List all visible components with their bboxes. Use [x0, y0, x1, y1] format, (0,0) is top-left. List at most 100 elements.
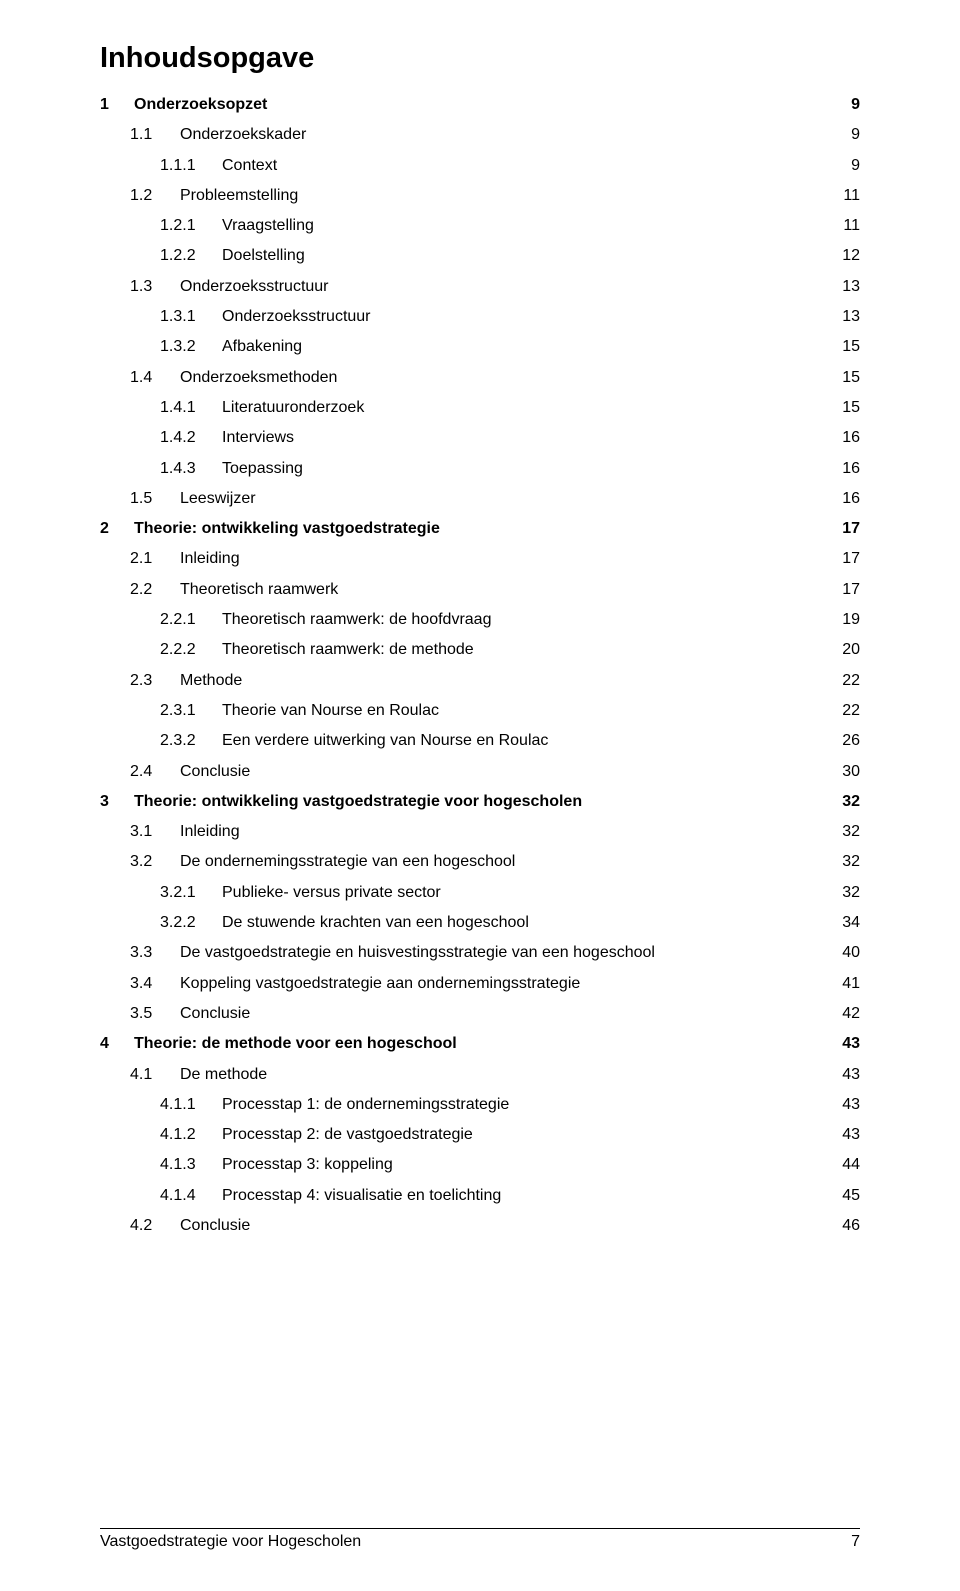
toc-entry[interactable]: 4.1.4Processtap 4: visualisatie en toeli… [160, 1184, 860, 1209]
page-title: Inhoudsopgave [100, 42, 860, 75]
toc-entry-title: Methode [180, 669, 242, 694]
toc-entry[interactable]: 3.5Conclusie42 [130, 1002, 860, 1027]
toc-entry-page: 32 [842, 820, 860, 845]
toc-entry-title: Toepassing [222, 457, 303, 482]
toc-entry[interactable]: 3.2De ondernemingsstrategie van een hoge… [130, 850, 860, 875]
toc-entry[interactable]: 2.3.2Een verdere uitwerking van Nourse e… [160, 729, 860, 754]
toc-entry-number: 4.1.4 [160, 1184, 222, 1209]
toc-entry-number: 1.4 [130, 366, 180, 391]
footer-rule [100, 1528, 860, 1529]
toc-entry-number: 4.1.1 [160, 1093, 222, 1118]
toc-entry[interactable]: 1.4.1Literatuuronderzoek15 [160, 396, 860, 421]
toc-entry[interactable]: 3.2.1Publieke- versus private sector32 [160, 881, 860, 906]
toc-entry[interactable]: 2.2.2Theoretisch raamwerk: de methode20 [160, 638, 860, 663]
toc-entry[interactable]: 2.2.1Theoretisch raamwerk: de hoofdvraag… [160, 608, 860, 633]
toc-entry-title: Onderzoeksmethoden [180, 366, 337, 391]
toc-entry-number: 3.4 [130, 972, 180, 997]
toc-entry[interactable]: 1.3.2Afbakening15 [160, 335, 860, 360]
toc-entry[interactable]: 2.4Conclusie30 [130, 760, 860, 785]
toc-entry-page: 22 [842, 699, 860, 724]
toc-entry[interactable]: 3.4Koppeling vastgoedstrategie aan onder… [130, 972, 860, 997]
toc-entry-page: 9 [851, 93, 860, 118]
page-footer: Vastgoedstrategie voor Hogescholen 7 [100, 1528, 860, 1551]
footer-left-text: Vastgoedstrategie voor Hogescholen [100, 1533, 361, 1551]
toc-entry-page: 26 [842, 729, 860, 754]
toc-entry[interactable]: 4.2Conclusie46 [130, 1214, 860, 1239]
toc-entry-title: Theorie: de methode voor een hogeschool [134, 1032, 457, 1057]
toc-entry[interactable]: 1.4.3Toepassing16 [160, 457, 860, 482]
toc-entry-title: Conclusie [180, 760, 250, 785]
toc-entry-number: 1.4.2 [160, 426, 222, 451]
toc-entry-number: 4.1.2 [160, 1123, 222, 1148]
toc-entry[interactable]: 3.3De vastgoedstrategie en huisvestingss… [130, 941, 860, 966]
toc-entry[interactable]: 1.4.2Interviews16 [160, 426, 860, 451]
toc-entry-title: Theoretisch raamwerk: de hoofdvraag [222, 608, 491, 633]
toc-entry-page: 11 [843, 214, 860, 239]
toc-entry-number: 3.5 [130, 1002, 180, 1027]
toc-entry-title: Processtap 3: koppeling [222, 1153, 393, 1178]
toc-entry[interactable]: 3.2.2De stuwende krachten van een hogesc… [160, 911, 860, 936]
toc-entry-number: 2.3 [130, 669, 180, 694]
table-of-contents: 1Onderzoeksopzet91.1Onderzoekskader91.1.… [100, 93, 860, 1239]
toc-entry-page: 9 [851, 123, 860, 148]
toc-entry[interactable]: 4.1.3Processtap 3: koppeling44 [160, 1153, 860, 1178]
toc-entry[interactable]: 4.1De methode43 [130, 1063, 860, 1088]
footer-page-number: 7 [851, 1533, 860, 1551]
toc-entry[interactable]: 3Theorie: ontwikkeling vastgoedstrategie… [100, 790, 860, 815]
toc-entry-title: Onderzoeksstructuur [180, 275, 329, 300]
toc-entry-title: Publieke- versus private sector [222, 881, 441, 906]
toc-entry[interactable]: 1.1Onderzoekskader9 [130, 123, 860, 148]
toc-entry[interactable]: 1.3.1Onderzoeksstructuur13 [160, 305, 860, 330]
toc-entry[interactable]: 4.1.1Processtap 1: de ondernemingsstrate… [160, 1093, 860, 1118]
toc-entry-title: Processtap 1: de ondernemingsstrategie [222, 1093, 509, 1118]
toc-entry-title: De methode [180, 1063, 267, 1088]
toc-entry-title: Conclusie [180, 1002, 250, 1027]
toc-entry[interactable]: 4Theorie: de methode voor een hogeschool… [100, 1032, 860, 1057]
toc-entry[interactable]: 2.1Inleiding17 [130, 547, 860, 572]
toc-entry[interactable]: 2Theorie: ontwikkeling vastgoedstrategie… [100, 517, 860, 542]
toc-entry-title: Onderzoekskader [180, 123, 306, 148]
toc-entry-number: 3.2.1 [160, 881, 222, 906]
toc-entry-page: 45 [842, 1184, 860, 1209]
toc-entry-page: 12 [842, 244, 860, 269]
toc-entry[interactable]: 1Onderzoeksopzet9 [100, 93, 860, 118]
toc-entry[interactable]: 1.5Leeswijzer16 [130, 487, 860, 512]
toc-entry-page: 15 [842, 366, 860, 391]
toc-entry-number: 1.4.3 [160, 457, 222, 482]
toc-entry-title: Probleemstelling [180, 184, 298, 209]
toc-entry-page: 22 [842, 669, 860, 694]
toc-entry-page: 17 [842, 578, 860, 603]
toc-entry-title: Leeswijzer [180, 487, 256, 512]
toc-entry-title: Theorie van Nourse en Roulac [222, 699, 439, 724]
toc-entry[interactable]: 1.1.1Context9 [160, 154, 860, 179]
toc-entry-page: 46 [842, 1214, 860, 1239]
toc-entry[interactable]: 1.2Probleemstelling11 [130, 184, 860, 209]
toc-entry-title: Conclusie [180, 1214, 250, 1239]
toc-entry-number: 2.1 [130, 547, 180, 572]
toc-entry-page: 32 [842, 850, 860, 875]
toc-entry-page: 43 [842, 1032, 860, 1057]
toc-entry-title: Onderzoeksopzet [134, 93, 267, 118]
toc-entry-number: 4 [100, 1032, 134, 1057]
toc-entry[interactable]: 1.3Onderzoeksstructuur13 [130, 275, 860, 300]
toc-entry-page: 9 [851, 154, 860, 179]
toc-entry-number: 3.2 [130, 850, 180, 875]
toc-entry-number: 3 [100, 790, 134, 815]
toc-entry[interactable]: 2.3Methode 22 [130, 669, 860, 694]
toc-entry[interactable]: 1.2.2Doelstelling12 [160, 244, 860, 269]
toc-entry-title: Theoretisch raamwerk: de methode [222, 638, 474, 663]
toc-entry[interactable]: 2.3.1Theorie van Nourse en Roulac 22 [160, 699, 860, 724]
toc-entry[interactable]: 3.1Inleiding32 [130, 820, 860, 845]
toc-entry[interactable]: 2.2Theoretisch raamwerk17 [130, 578, 860, 603]
toc-entry-page: 32 [842, 790, 860, 815]
toc-entry-title: Processtap 2: de vastgoedstrategie [222, 1123, 473, 1148]
toc-entry[interactable]: 1.4Onderzoeksmethoden 15 [130, 366, 860, 391]
toc-entry[interactable]: 1.2.1Vraagstelling11 [160, 214, 860, 239]
footer-line: Vastgoedstrategie voor Hogescholen 7 [100, 1533, 860, 1551]
toc-entry-number: 2 [100, 517, 134, 542]
toc-entry-page: 16 [842, 487, 860, 512]
toc-entry-number: 2.3.1 [160, 699, 222, 724]
toc-entry[interactable]: 4.1.2Processtap 2: de vastgoedstrategie4… [160, 1123, 860, 1148]
toc-entry-page: 19 [842, 608, 860, 633]
toc-entry-number: 3.2.2 [160, 911, 222, 936]
